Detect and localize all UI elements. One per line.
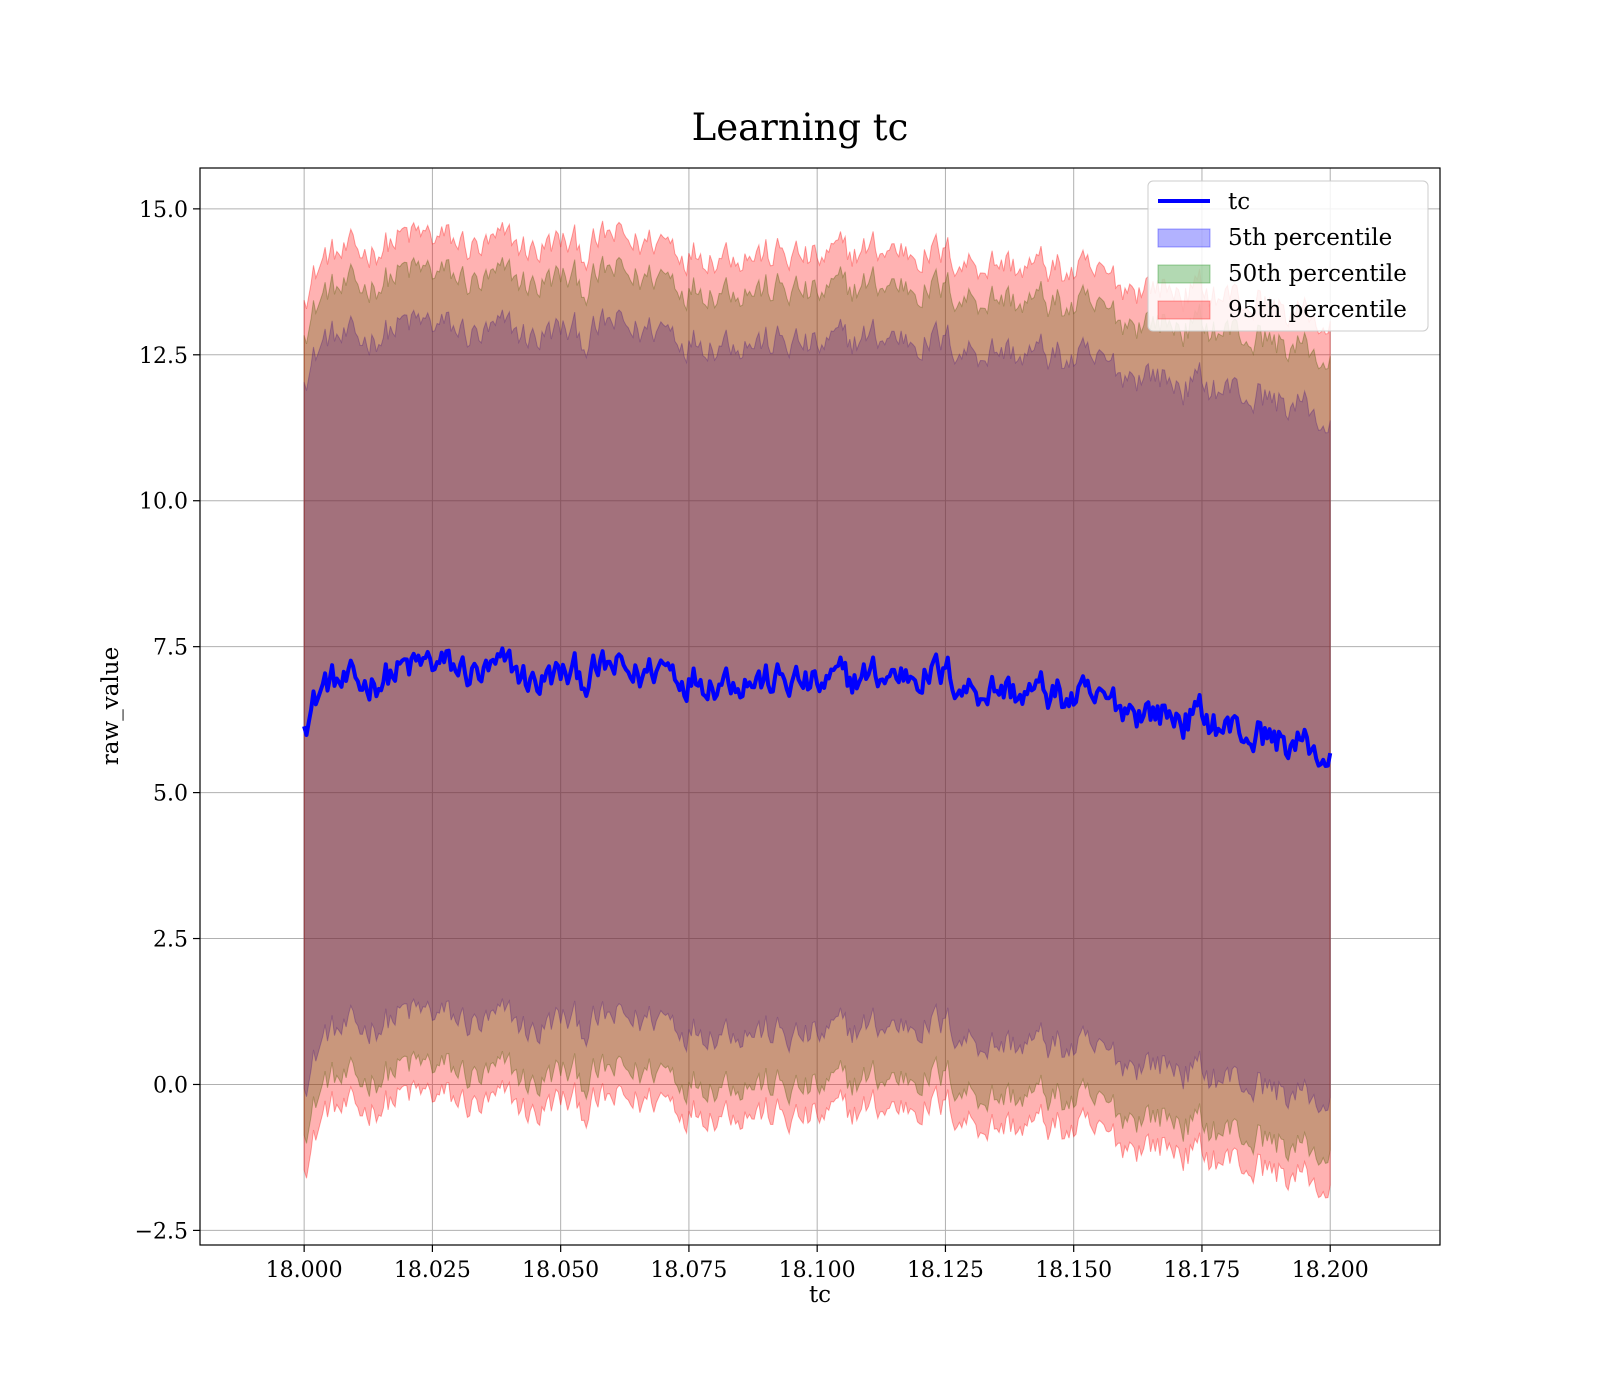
legend-swatch (1157, 228, 1211, 248)
x-tick-label: 18.050 (522, 1258, 599, 1283)
band-5th-percentile (303, 308, 1331, 1114)
legend-label: 50th percentile (1228, 261, 1407, 287)
y-axis-title: raw_value (98, 647, 124, 765)
x-tick-label: 18.025 (394, 1258, 471, 1283)
percentile-bands (303, 220, 1331, 1199)
legend-box (1147, 180, 1429, 332)
y-axis: −2.5 0.0 2.5 5.0 7.5 10.0 12.5 15.0 (135, 198, 200, 1244)
legend-swatch (1157, 264, 1211, 284)
series-lines (302, 646, 1333, 768)
y-tick-label: 7.5 (153, 636, 188, 661)
y-tick-label: −2.5 (135, 1219, 188, 1244)
x-tick-label: 18.150 (1035, 1258, 1112, 1283)
band-50th-percentile (303, 255, 1331, 1166)
y-tick-label: 5.0 (153, 782, 188, 807)
grid (200, 168, 1440, 1245)
plot-frame (199, 167, 1441, 1246)
x-tick-label: 18.200 (1292, 1258, 1369, 1283)
legend-swatch (1157, 300, 1211, 320)
y-tick-label: 0.0 (153, 1073, 188, 1098)
x-tick-label: 18.125 (907, 1258, 984, 1283)
legend-label: 95th percentile (1228, 297, 1407, 323)
y-tick-label: 2.5 (153, 928, 188, 953)
y-tick-label: 15.0 (139, 198, 188, 223)
x-tick-label: 18.075 (650, 1258, 727, 1283)
x-tick-label: 18.100 (779, 1258, 856, 1283)
x-axis: 18.000 18.025 18.050 18.075 18.100 18.125 18.1… (266, 1245, 1369, 1283)
x-axis-title: tc (809, 1282, 831, 1308)
x-tick-label: 18.000 (266, 1258, 343, 1283)
y-tick-label: 10.0 (139, 490, 188, 515)
x-tick-label: 18.175 (1163, 1258, 1240, 1283)
legend-label: 5th percentile (1228, 225, 1392, 251)
legend-label: tc (1228, 189, 1250, 215)
chart-title: Learning tc (692, 106, 909, 149)
y-tick-label: 12.5 (139, 344, 188, 369)
legend: tc 5th percentile 50th percentile 95th perc… (1147, 180, 1429, 332)
line-tc (302, 646, 1333, 768)
band-95th-percentile (303, 220, 1331, 1199)
